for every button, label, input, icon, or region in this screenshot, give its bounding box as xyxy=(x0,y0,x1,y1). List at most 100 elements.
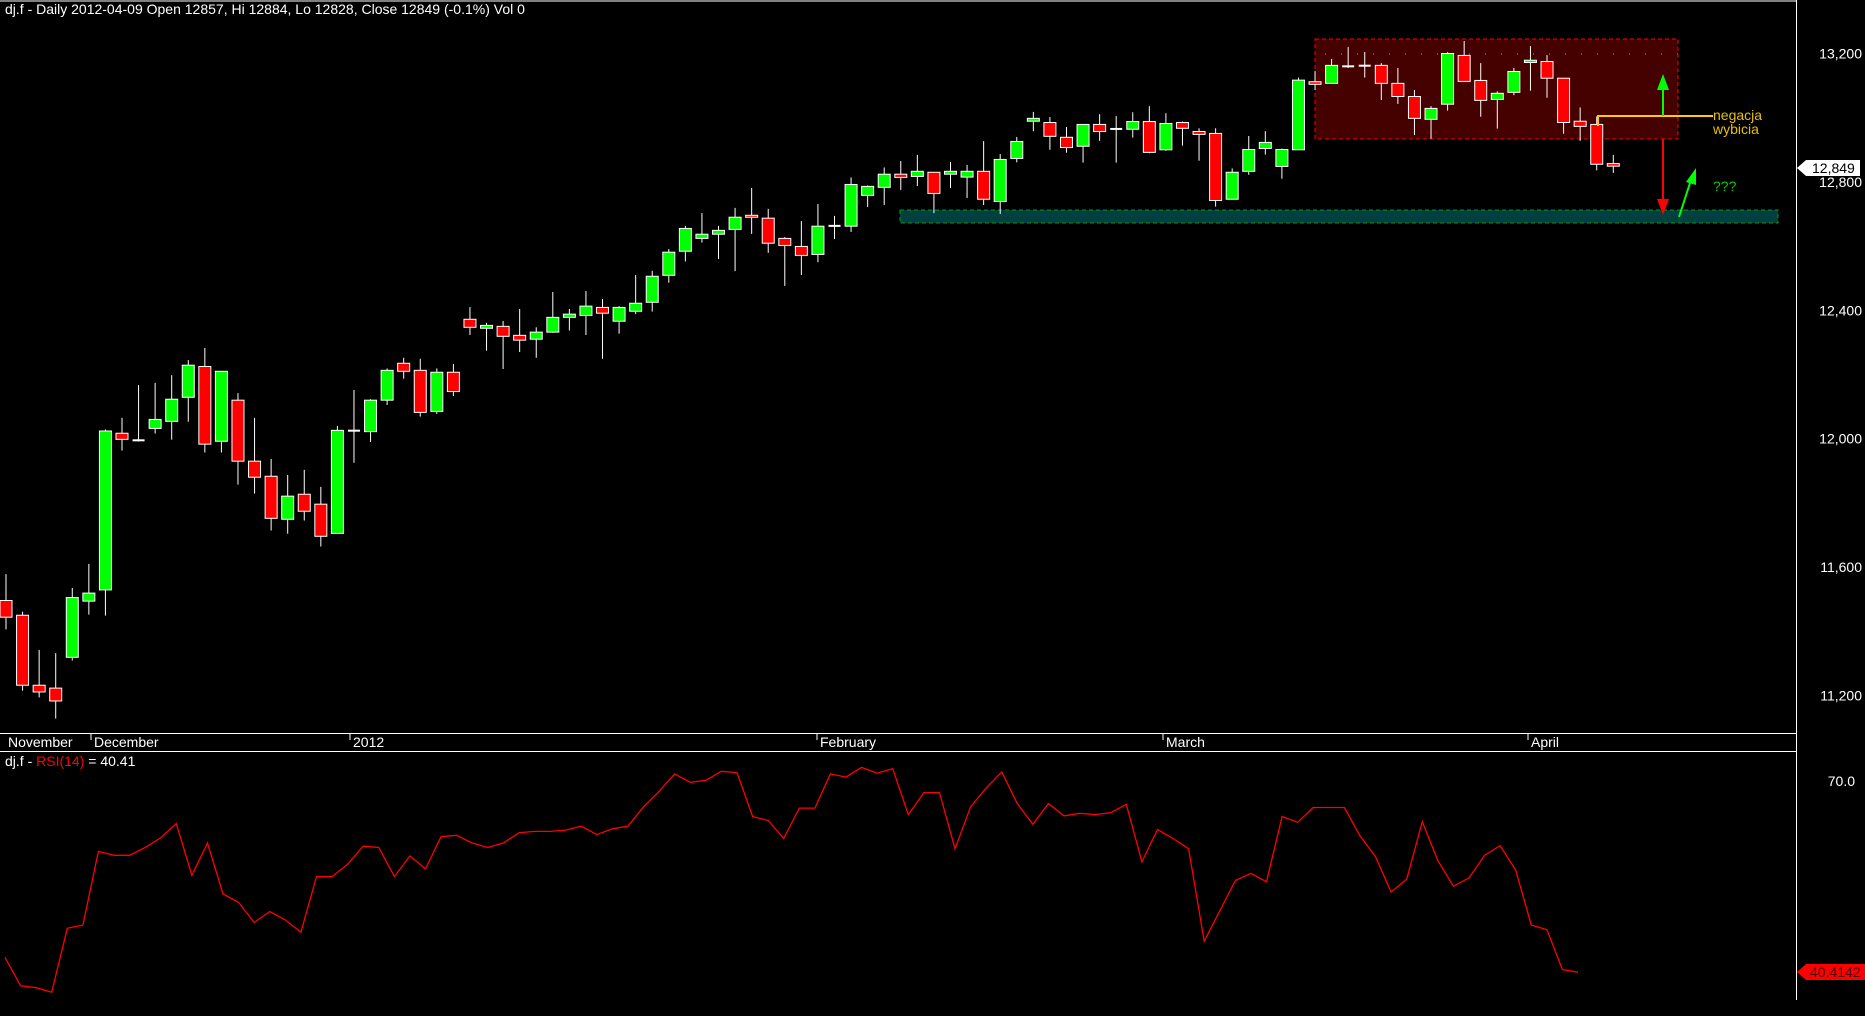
candle-body-up xyxy=(65,597,79,658)
candle-body-up xyxy=(645,275,659,303)
candle-body-down xyxy=(314,503,328,537)
candle-body-down xyxy=(198,365,212,445)
candle xyxy=(0,574,13,630)
candle xyxy=(397,357,411,379)
candle-body-up xyxy=(1076,123,1090,147)
candle xyxy=(562,309,576,331)
candle xyxy=(1507,67,1521,96)
candle-body-down xyxy=(1209,132,1223,202)
candle-body-down xyxy=(794,245,808,256)
candle xyxy=(612,306,626,334)
candle xyxy=(1606,154,1620,173)
candle-body-down xyxy=(413,369,427,413)
candle-body-down xyxy=(1192,131,1206,135)
candle xyxy=(98,429,112,616)
candle xyxy=(1110,116,1123,163)
candle xyxy=(960,164,974,198)
candle xyxy=(1209,128,1223,207)
candle-body-down xyxy=(297,493,311,512)
candle-body-up xyxy=(861,185,875,196)
candle-body-up xyxy=(214,370,228,442)
candle-body-up xyxy=(844,183,858,227)
candle xyxy=(1457,40,1471,82)
candle-body-up xyxy=(993,158,1007,202)
candles xyxy=(0,40,1620,719)
rsi-last-label: 40.4142 xyxy=(1810,964,1861,980)
negation-line[interactable] xyxy=(1597,115,1713,126)
candle-body-up xyxy=(612,306,626,322)
candle-body-down xyxy=(1407,96,1421,119)
candle xyxy=(281,474,295,534)
candle xyxy=(778,237,792,286)
candle xyxy=(1142,106,1156,154)
candle xyxy=(198,347,212,453)
candle xyxy=(910,154,924,187)
candle xyxy=(1441,52,1455,111)
candle-body-doji xyxy=(347,429,360,432)
candle xyxy=(1026,111,1040,132)
candle xyxy=(1225,168,1239,200)
candle-body-down xyxy=(1308,81,1322,85)
candle-body-down xyxy=(1142,121,1156,153)
candle-body-up xyxy=(380,369,394,401)
candle-body-up xyxy=(148,418,162,429)
candle-body-down xyxy=(1043,122,1057,137)
candle-body-up xyxy=(1126,121,1140,130)
candle-body-down xyxy=(115,432,129,440)
date-tick-label: April xyxy=(1531,734,1559,750)
candle xyxy=(480,322,494,351)
candle xyxy=(214,370,228,453)
candle-body-down xyxy=(264,475,278,519)
candle xyxy=(231,393,245,485)
candle-body-up xyxy=(1225,171,1239,200)
candle-body-up xyxy=(1523,59,1537,63)
candle-body-up xyxy=(910,170,924,177)
candle xyxy=(811,204,825,263)
candle xyxy=(1175,121,1189,146)
candle xyxy=(1059,127,1073,153)
rsi-indicator-name: RSI(14) xyxy=(36,753,84,769)
date-axis: November December 2012 February March April xyxy=(8,734,1559,750)
chart-title: dj.f - Daily 2012-04-09 Open 12857, Hi 1… xyxy=(5,1,525,17)
candle-body-down xyxy=(1590,123,1604,165)
candle xyxy=(1126,112,1140,138)
candle xyxy=(977,141,991,206)
candle xyxy=(927,171,941,214)
candle-body-up xyxy=(629,302,643,312)
price-tick-label: 12,000 xyxy=(1819,431,1862,447)
candle-body-down xyxy=(927,171,941,194)
candle xyxy=(330,425,344,534)
candle-body-up xyxy=(165,398,179,422)
support-band[interactable] xyxy=(899,209,1779,224)
candle xyxy=(745,187,759,234)
candle-body-up xyxy=(1424,107,1438,120)
candle-body-up xyxy=(877,173,891,188)
candle xyxy=(1374,63,1388,101)
candle xyxy=(314,486,328,547)
candle-body-up xyxy=(430,371,444,412)
candle xyxy=(380,368,394,405)
candle-body-up xyxy=(1507,70,1521,93)
candle-body-up xyxy=(728,216,742,230)
candle xyxy=(1308,71,1322,91)
candle-body-down xyxy=(1540,61,1554,79)
rsi-title: dj.f - RSI(14) = 40.41 xyxy=(5,753,136,769)
candle-body-up xyxy=(1026,117,1040,122)
diagonal-arrow-shaft xyxy=(1678,179,1692,218)
candle xyxy=(1523,46,1537,91)
candle xyxy=(248,417,262,494)
candle xyxy=(1291,77,1305,151)
candle-body-doji xyxy=(1342,65,1355,68)
range-box[interactable] xyxy=(1314,38,1679,140)
candle-body-down xyxy=(496,325,510,337)
candle xyxy=(430,368,444,414)
candle xyxy=(877,167,891,206)
annotation-negacja: negacja xyxy=(1713,107,1762,123)
candle-body-down xyxy=(977,170,991,200)
candle xyxy=(662,248,676,283)
candle xyxy=(894,161,908,190)
rsi-tick-70: 70.0 xyxy=(1828,773,1855,789)
candle xyxy=(1391,67,1405,104)
candle-body-up xyxy=(943,170,957,175)
